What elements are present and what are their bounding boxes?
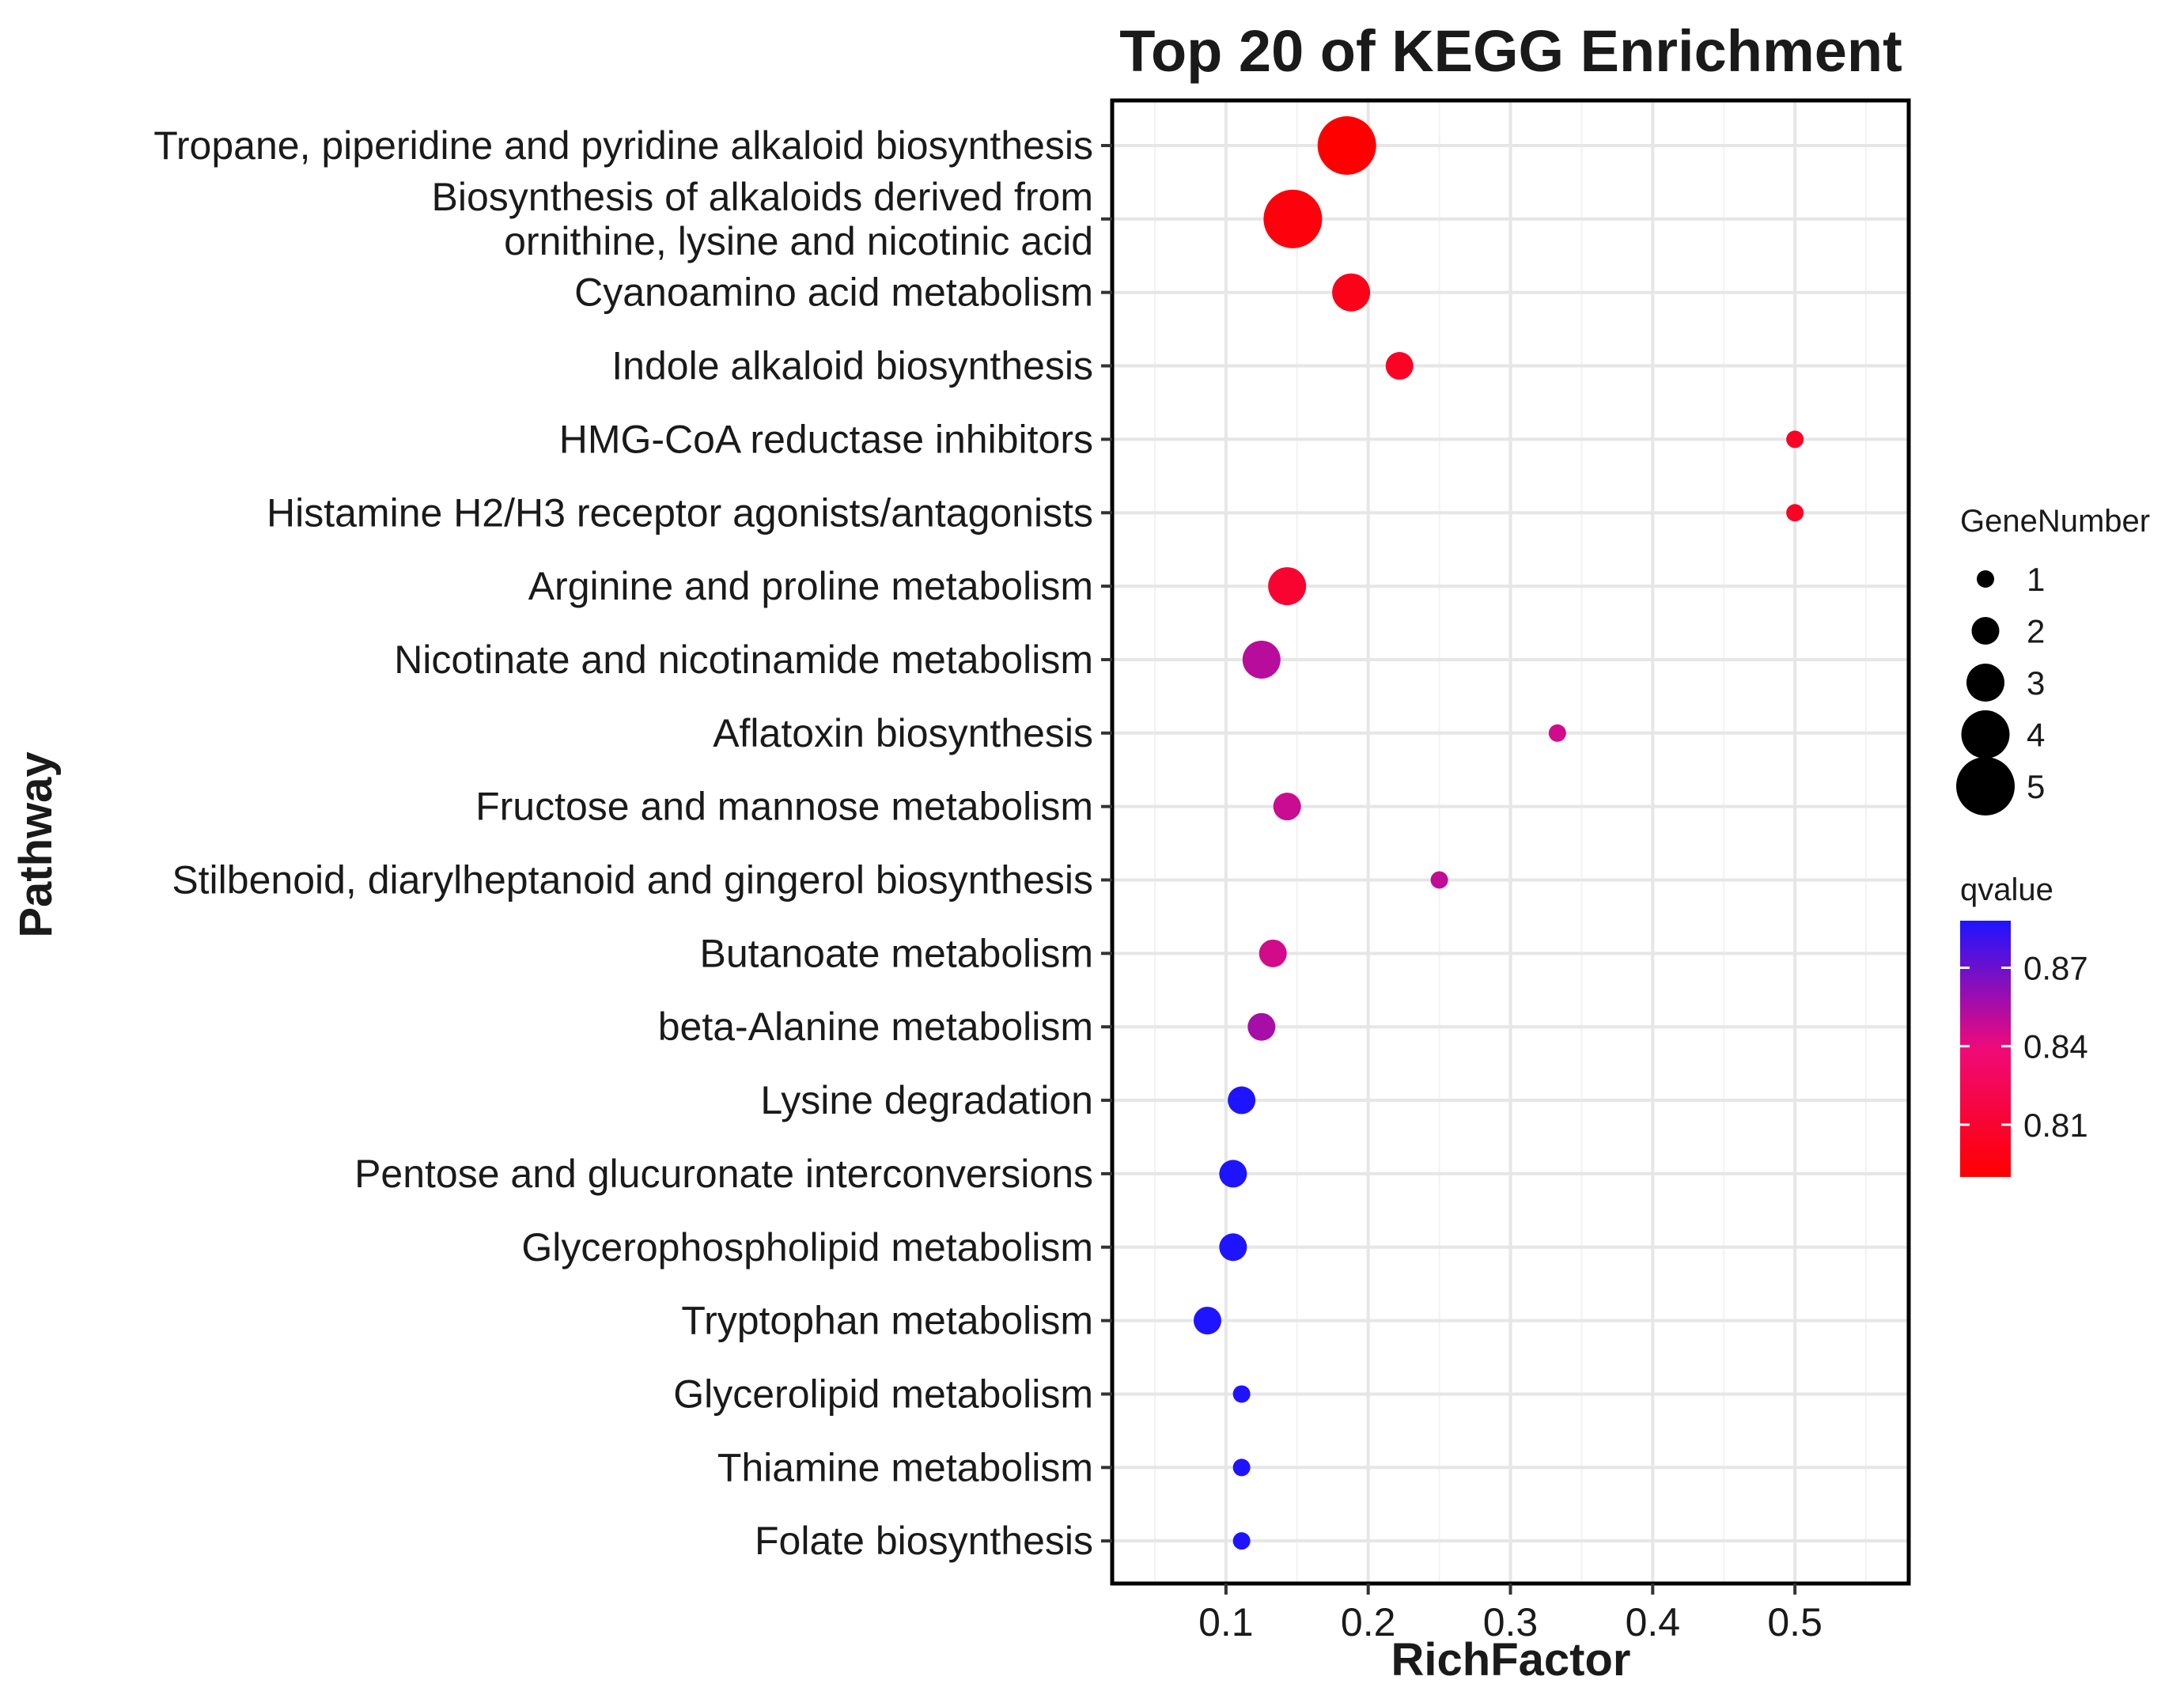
data-point: [1263, 189, 1323, 248]
data-point: [1786, 430, 1804, 448]
gene-number-legend-label: 4: [2027, 717, 2045, 754]
gene-number-legend-label: 2: [2027, 613, 2045, 650]
gene-number-legend-key: [1956, 757, 2015, 815]
y-tick-label: Lysine degradation: [760, 1078, 1093, 1122]
data-point: [1232, 1459, 1251, 1477]
data-point: [1232, 1385, 1251, 1403]
y-tick-label: Tryptophan metabolism: [681, 1299, 1093, 1343]
data-point: [1232, 1532, 1251, 1550]
y-tick-label: Cyanoamino acid metabolism: [574, 271, 1093, 315]
y-tick-label: Histamine H2/H3 receptor agonists/antago…: [267, 490, 1093, 535]
data-point: [1247, 1012, 1276, 1041]
y-tick-label: Glycerolipid metabolism: [673, 1372, 1093, 1416]
data-point: [1332, 273, 1371, 312]
qvalue-legend-label: 0.81: [2023, 1107, 2088, 1144]
data-point: [1228, 1086, 1256, 1114]
grid: [1112, 100, 1909, 1584]
axes: Tropane, piperidine and pyridine alkaloi…: [153, 98, 1911, 1644]
data-point: [1259, 939, 1287, 967]
gene-number-legend-label: 5: [2027, 768, 2045, 805]
data-point: [1430, 871, 1448, 889]
qvalue-colorbar: [1960, 921, 2011, 1177]
y-tick-label: HMG-CoA reductase inhibitors: [559, 417, 1093, 461]
data-point: [1317, 116, 1376, 175]
y-tick-label: Indole alkaloid biosynthesis: [611, 344, 1093, 388]
data-point: [1219, 1160, 1247, 1188]
y-tick-label: Glycerophospholipid metabolism: [521, 1225, 1093, 1270]
y-tick-label: Tropane, piperidine and pyridine alkaloi…: [153, 123, 1093, 168]
y-tick-label: Biosynthesis of alkaloids derived from: [432, 175, 1094, 219]
y-tick-label: Butanoate metabolism: [699, 931, 1093, 975]
qvalue-legend-label: 0.87: [2023, 950, 2088, 987]
data-point: [1385, 352, 1414, 380]
data-point: [1242, 640, 1281, 679]
y-tick-label: Thiamine metabolism: [717, 1445, 1093, 1489]
data-point: [1268, 567, 1307, 606]
data-points: [1193, 116, 1804, 1550]
y-tick-label: Stilbenoid, diarylheptanoid and gingerol…: [172, 858, 1093, 902]
x-tick-label: 0.1: [1198, 1600, 1254, 1644]
gene-number-legend-label: 3: [2027, 664, 2045, 702]
y-tick-label: beta-Alanine metabolism: [658, 1005, 1093, 1049]
y-axis-title: Pathway: [10, 751, 62, 937]
y-tick-label: Nicotinate and nicotinamide metabolism: [394, 638, 1093, 682]
qvalue-legend-label: 0.84: [2023, 1028, 2088, 1065]
x-tick-label: 0.4: [1626, 1600, 1681, 1644]
y-tick-label: ornithine, lysine and nicotinic acid: [504, 219, 1093, 263]
x-tick-label: 0.5: [1767, 1600, 1823, 1644]
y-tick-label: Fructose and mannose metabolism: [475, 785, 1093, 829]
data-point: [1219, 1233, 1247, 1262]
data-point: [1273, 793, 1301, 821]
gene-number-legend-key: [1966, 664, 2004, 702]
gene-number-legend-title: GeneNumber: [1960, 504, 2150, 539]
x-axis-title: RichFactor: [1391, 1634, 1631, 1686]
qvalue-legend: qvalue 0.87 0.84 0.81: [1960, 872, 2088, 1177]
gene-number-legend-key: [1977, 570, 1994, 588]
chart-title: Top 20 of KEGG Enrichment: [1119, 18, 1902, 84]
x-tick-label: 0.2: [1341, 1600, 1396, 1644]
qvalue-legend-title: qvalue: [1960, 872, 2053, 907]
data-point: [1548, 724, 1566, 742]
gene-number-legend-label: 1: [2027, 561, 2045, 598]
y-tick-label: Folate biosynthesis: [755, 1519, 1093, 1563]
y-tick-label: Pentose and glucuronate interconversions: [354, 1152, 1093, 1196]
y-tick-label: Arginine and proline metabolism: [528, 564, 1093, 608]
x-tick-label: 0.3: [1483, 1600, 1539, 1644]
y-tick-label: Aflatoxin biosynthesis: [713, 711, 1093, 755]
gene-number-legend-key: [1961, 710, 2010, 759]
gene-number-legend-key: [1971, 617, 2000, 645]
data-point: [1193, 1307, 1221, 1335]
gene-number-legend: GeneNumber 1 2 3 4 5: [1956, 504, 2150, 815]
data-point: [1786, 504, 1804, 522]
